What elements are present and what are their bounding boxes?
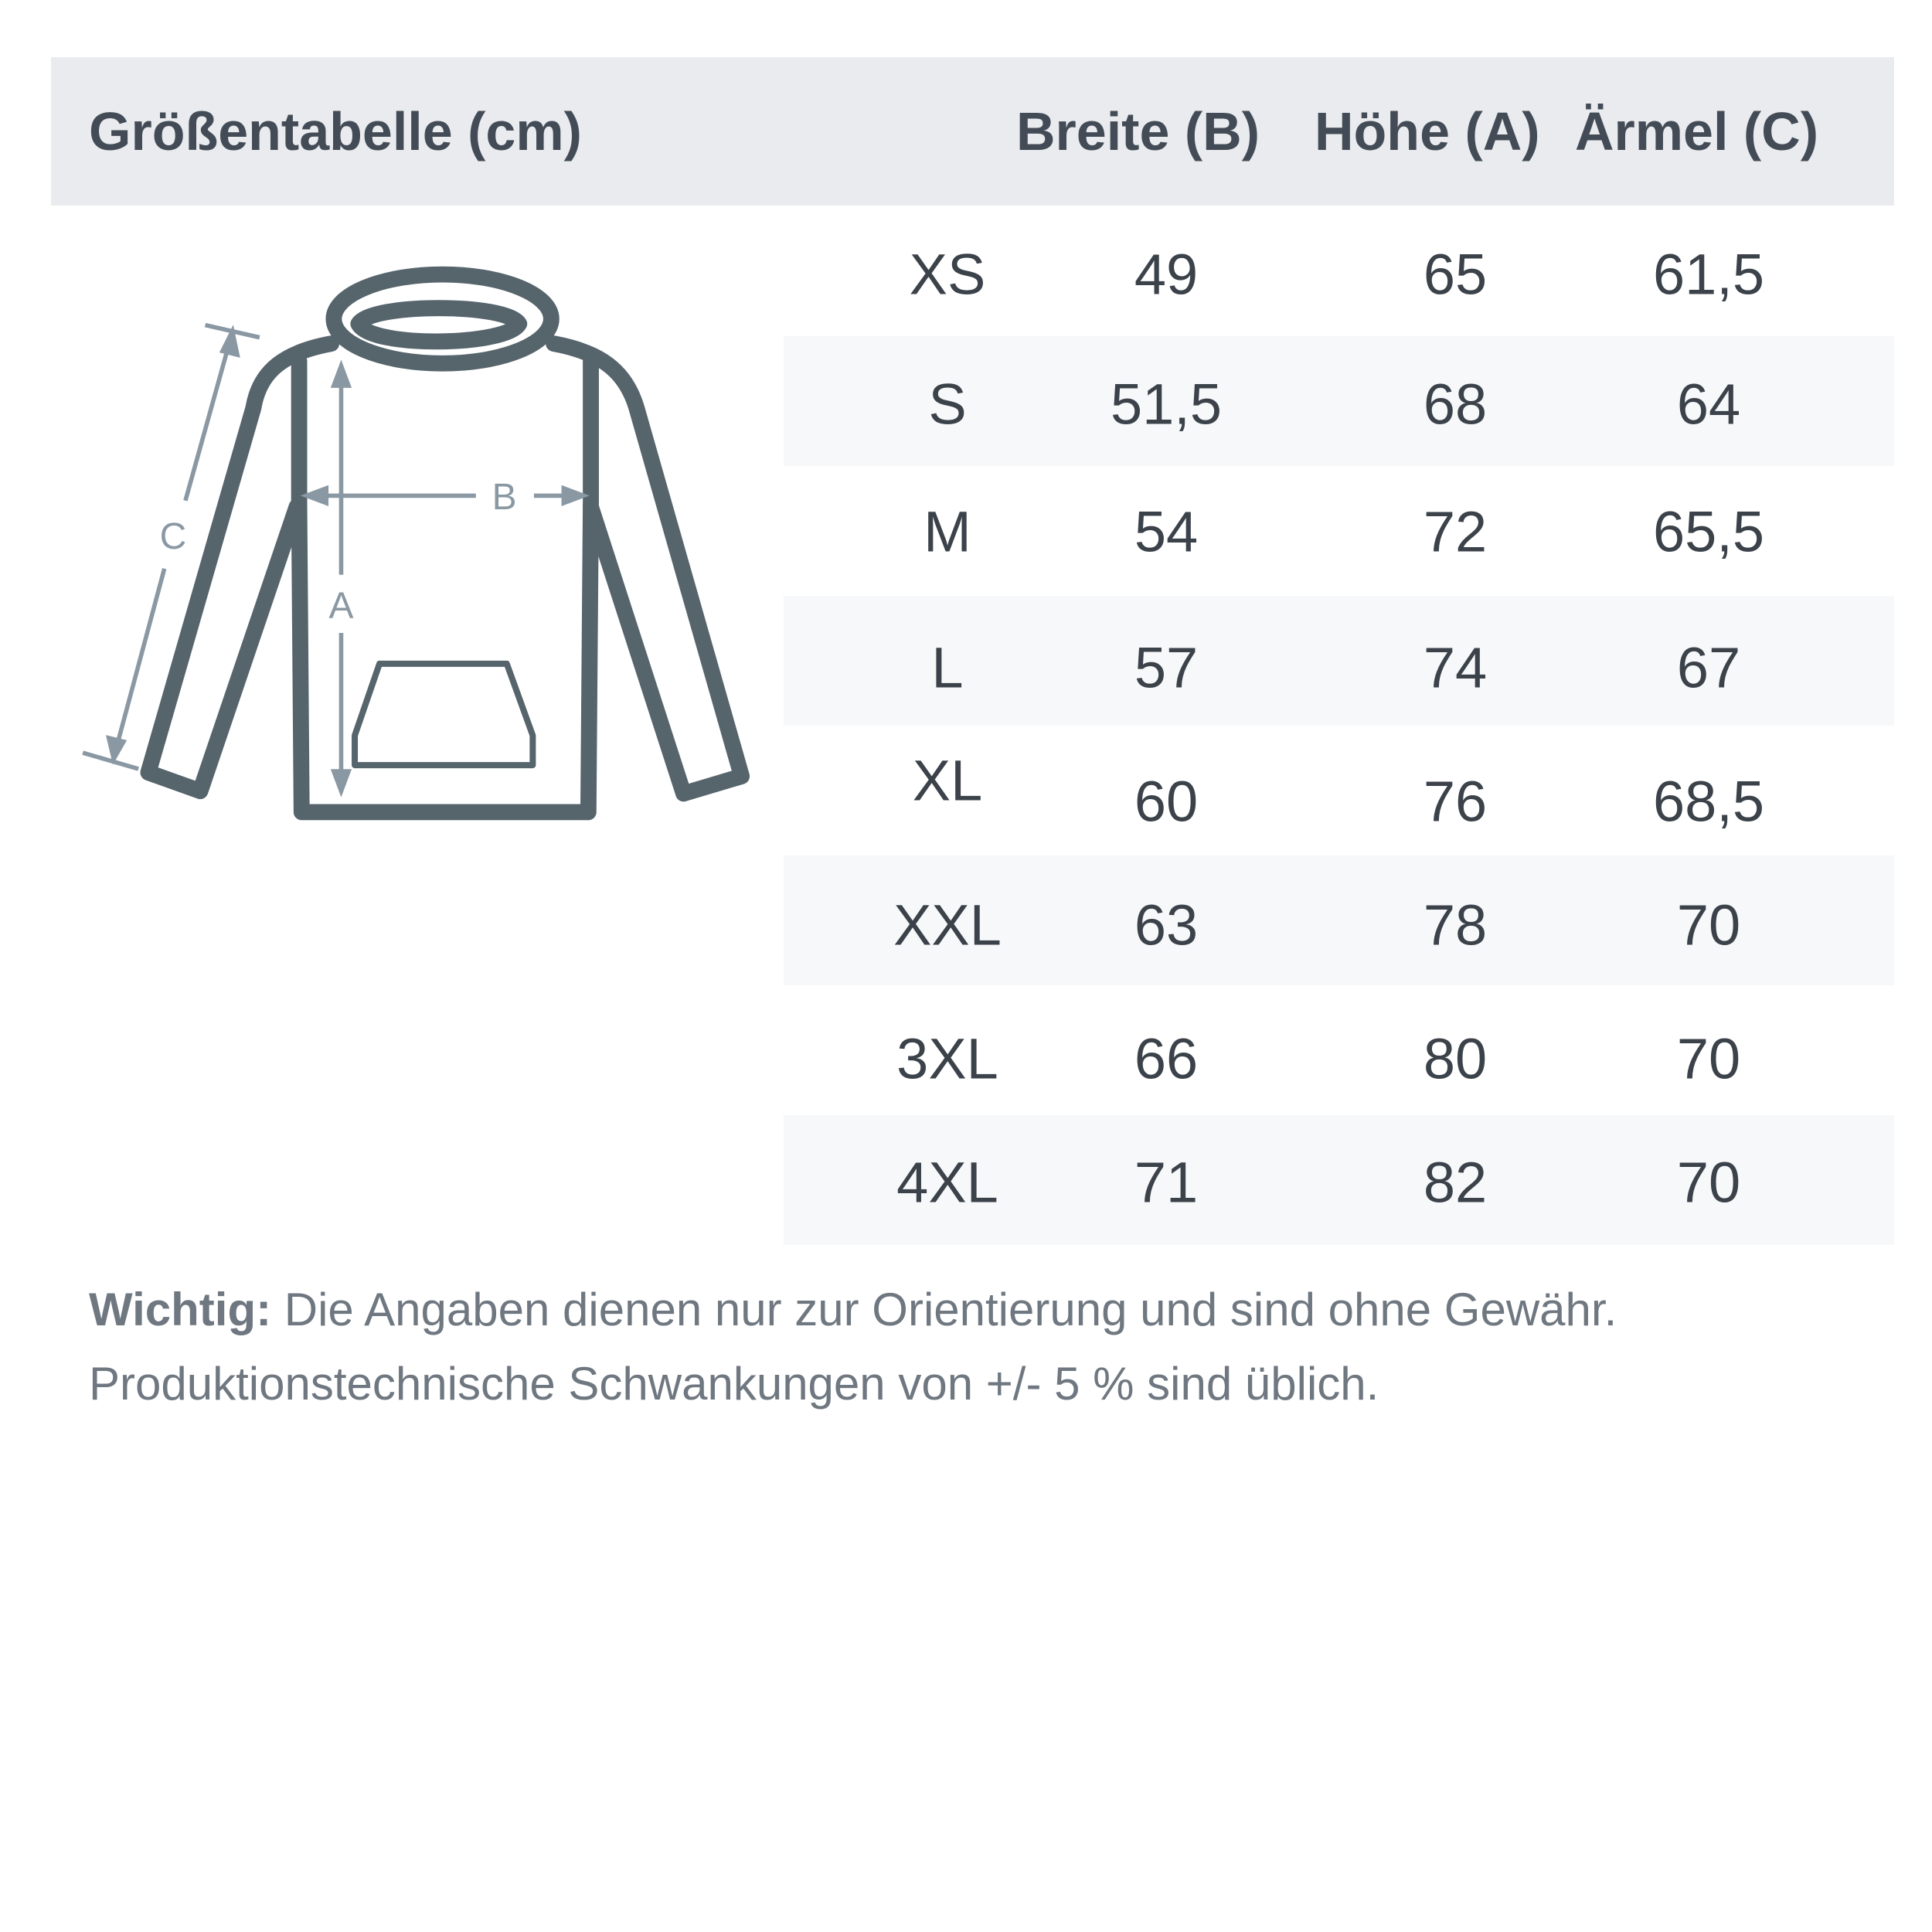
label-a: A	[328, 586, 353, 627]
cell-aermel: 70	[1676, 893, 1741, 957]
cell-breite: 49	[1134, 242, 1199, 307]
column-header-breite: Breite (B)	[1016, 101, 1260, 162]
column-header-aermel: Ärmel (C)	[1575, 101, 1819, 162]
cell-hoehe: 72	[1423, 499, 1488, 564]
cell-hoehe: 78	[1423, 893, 1488, 957]
label-b: B	[492, 477, 517, 518]
cell-size: XL	[912, 748, 983, 813]
note-line-2: Produktionstechnische Schwankungen von +…	[89, 1358, 1379, 1410]
measurement-arrows	[82, 322, 590, 798]
cell-size: XS	[909, 242, 986, 307]
cell-breite: 57	[1134, 635, 1199, 700]
table-row-background	[784, 1115, 1894, 1245]
cell-hoehe: 80	[1423, 1026, 1488, 1091]
cell-aermel: 64	[1676, 372, 1741, 437]
cell-size: XXL	[893, 893, 1002, 957]
arrow-b-left	[300, 485, 329, 507]
cell-aermel: 68,5	[1652, 769, 1765, 834]
cell-breite: 51,5	[1110, 372, 1223, 437]
arrow-a-up	[330, 359, 352, 388]
column-header-hoehe: Höhe (A)	[1315, 101, 1540, 162]
cell-size: L	[931, 635, 964, 700]
table-row-background	[784, 855, 1894, 985]
note-line-1: Wichtig: Die Angaben dienen nur zur Orie…	[89, 1283, 1617, 1336]
cell-aermel: 61,5	[1652, 242, 1765, 307]
table-row-background	[784, 336, 1894, 466]
cell-aermel: 70	[1676, 1026, 1741, 1091]
table-header	[51, 57, 1894, 206]
cell-aermel: 70	[1676, 1150, 1741, 1215]
cell-size: 4XL	[896, 1150, 998, 1215]
arrow-b-right	[561, 485, 590, 507]
cell-hoehe: 65	[1423, 242, 1488, 307]
cell-size: S	[928, 372, 967, 437]
cell-breite: 60	[1134, 769, 1199, 834]
cell-breite: 66	[1134, 1026, 1199, 1091]
note-label: Wichtig:	[89, 1284, 272, 1335]
cell-breite: 63	[1134, 893, 1199, 957]
table-row-background	[784, 596, 1894, 726]
cell-hoehe: 82	[1423, 1150, 1488, 1215]
cell-breite: 71	[1134, 1150, 1199, 1215]
hoodie-outline	[140, 266, 750, 821]
note-text-1: Die Angaben dienen nur zur Orientierung …	[271, 1284, 1617, 1335]
arrow-c-down	[105, 735, 128, 765]
cell-aermel: 67	[1676, 635, 1741, 700]
label-c: C	[160, 516, 187, 557]
page-title: Größentabelle (cm)	[89, 101, 582, 162]
cell-hoehe: 76	[1423, 769, 1488, 834]
cell-aermel: 65,5	[1652, 499, 1765, 564]
cell-hoehe: 74	[1423, 635, 1488, 700]
cell-hoehe: 68	[1423, 372, 1488, 437]
arrow-a-down	[330, 769, 352, 798]
arrow-c-up	[219, 325, 240, 358]
cell-size: 3XL	[896, 1026, 998, 1091]
cell-breite: 54	[1134, 499, 1199, 564]
cell-size: M	[923, 499, 971, 564]
